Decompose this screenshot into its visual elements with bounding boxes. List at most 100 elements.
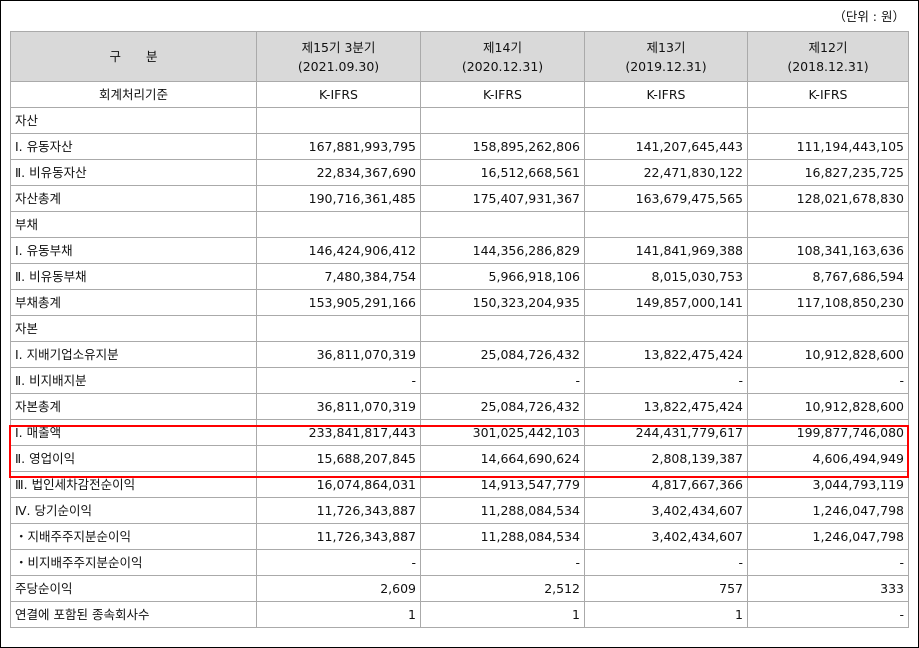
row-label: 부채 bbox=[10, 211, 257, 238]
cell-value: 1 bbox=[256, 601, 421, 628]
cell-value: 11,288,084,534 bbox=[420, 497, 585, 524]
cell-value: K-IFRS bbox=[256, 81, 421, 108]
cell-value: 25,084,726,432 bbox=[420, 341, 585, 368]
total-row: 부채총계 153,905,291,166 150,323,204,935 149,85… bbox=[10, 289, 909, 316]
table-row: Ⅰ. 지배기업소유지분 36,811,070,319 25,084,726,432 1… bbox=[10, 341, 909, 368]
period-name: 제14기 bbox=[483, 39, 522, 55]
cell-value: 1,246,047,798 bbox=[747, 523, 909, 550]
cell-value: 757 bbox=[584, 575, 748, 602]
section-row: 부채 bbox=[10, 211, 909, 238]
cell-value: 4,606,494,949 bbox=[747, 445, 909, 472]
cell-value: 2,609 bbox=[256, 575, 421, 602]
cell-value: K-IFRS bbox=[420, 81, 585, 108]
section-row: 자본 bbox=[10, 315, 909, 342]
cell-value: 13,822,475,424 bbox=[584, 341, 748, 368]
cell-value: K-IFRS bbox=[747, 81, 909, 108]
table-row: Ⅱ. 영업이익 15,688,207,845 14,664,690,624 2,808… bbox=[10, 445, 909, 472]
row-label: Ⅱ. 비유동부채 bbox=[10, 263, 257, 290]
cell-value: 199,877,746,080 bbox=[747, 419, 909, 446]
row-label: Ⅰ. 유동부채 bbox=[10, 237, 257, 264]
row-label: 부채총계 bbox=[10, 289, 257, 316]
table-row: Ⅲ. 법인세차감전순이익 16,074,864,031 14,913,547,779… bbox=[10, 471, 909, 498]
period-name: 제12기 bbox=[808, 39, 848, 55]
row-label: Ⅰ. 유동자산 bbox=[10, 133, 257, 160]
row-label: ・비지배주주지분순이익 bbox=[10, 549, 257, 576]
cell-value: 11,726,343,887 bbox=[256, 497, 421, 524]
accounting-standard-row: 회계처리기준 K-IFRS K-IFRS K-IFRS K-IFRS bbox=[10, 81, 909, 108]
cell-value: 1,246,047,798 bbox=[747, 497, 909, 524]
total-row: 자산총계 190,716,361,485 175,407,931,367 163,67… bbox=[10, 185, 909, 212]
period-date: (2018.12.31) bbox=[787, 58, 869, 74]
cell-value: 36,811,070,319 bbox=[256, 393, 421, 420]
table-row: Ⅱ. 비지배지분 - - - - bbox=[10, 367, 909, 394]
cell-value: - bbox=[256, 549, 421, 576]
cell-value: 1 bbox=[420, 601, 585, 628]
cell-value: 11,288,084,534 bbox=[420, 523, 585, 550]
row-label: Ⅰ. 매출액 bbox=[10, 419, 257, 446]
period-name: 제15기 3분기 bbox=[301, 39, 376, 55]
cell-value bbox=[420, 315, 585, 342]
cell-value bbox=[256, 315, 421, 342]
table-row: 주당순이익 2,609 2,512 757 333 bbox=[10, 575, 909, 602]
row-label: 자본 bbox=[10, 315, 257, 342]
cell-value: 117,108,850,230 bbox=[747, 289, 909, 316]
table-row: ・지배주주지분순이익 11,726,343,887 11,288,084,534 3,… bbox=[10, 523, 909, 550]
cell-value: 3,402,434,607 bbox=[584, 497, 748, 524]
cell-value bbox=[747, 315, 909, 342]
cell-value: 158,895,262,806 bbox=[420, 133, 585, 160]
header-period: 제13기 (2019.12.31) bbox=[584, 31, 748, 82]
cell-value: 167,881,993,795 bbox=[256, 133, 421, 160]
cell-value: 175,407,931,367 bbox=[420, 185, 585, 212]
cell-value: - bbox=[747, 549, 909, 576]
cell-value bbox=[584, 107, 748, 134]
row-label: 자산 bbox=[10, 107, 257, 134]
cell-value: - bbox=[584, 549, 748, 576]
cell-value: 7,480,384,754 bbox=[256, 263, 421, 290]
header-period: 제15기 3분기 (2021.09.30) bbox=[256, 31, 421, 82]
cell-value: 10,912,828,600 bbox=[747, 393, 909, 420]
cell-value: - bbox=[747, 601, 909, 628]
total-row: 자본총계 36,811,070,319 25,084,726,432 13,822,4… bbox=[10, 393, 909, 420]
cell-value: 141,841,969,388 bbox=[584, 237, 748, 264]
cell-value: 25,084,726,432 bbox=[420, 393, 585, 420]
cell-value: - bbox=[256, 367, 421, 394]
cell-value: 3,402,434,607 bbox=[584, 523, 748, 550]
cell-value: 16,827,235,725 bbox=[747, 159, 909, 186]
table-row: Ⅰ. 매출액 233,841,817,443 301,025,442,103 244,… bbox=[10, 419, 909, 446]
cell-value: 8,767,686,594 bbox=[747, 263, 909, 290]
cell-value: 3,044,793,119 bbox=[747, 471, 909, 498]
cell-value bbox=[584, 211, 748, 238]
cell-value: 190,716,361,485 bbox=[256, 185, 421, 212]
cell-value: - bbox=[420, 367, 585, 394]
cell-value: 16,512,668,561 bbox=[420, 159, 585, 186]
row-label: 주당순이익 bbox=[10, 575, 257, 602]
cell-value bbox=[256, 211, 421, 238]
cell-value: 150,323,204,935 bbox=[420, 289, 585, 316]
cell-value: 333 bbox=[747, 575, 909, 602]
cell-value: 13,822,475,424 bbox=[584, 393, 748, 420]
cell-value: 8,015,030,753 bbox=[584, 263, 748, 290]
cell-value bbox=[420, 211, 585, 238]
cell-value: 16,074,864,031 bbox=[256, 471, 421, 498]
cell-value: 301,025,442,103 bbox=[420, 419, 585, 446]
period-date: (2020.12.31) bbox=[461, 58, 544, 74]
cell-value bbox=[747, 107, 909, 134]
row-label: 연결에 포함된 종속회사수 bbox=[10, 601, 257, 628]
cell-value: 163,679,475,565 bbox=[584, 185, 748, 212]
cell-value: 149,857,000,141 bbox=[584, 289, 748, 316]
cell-value: - bbox=[420, 549, 585, 576]
cell-value: 233,841,817,443 bbox=[256, 419, 421, 446]
cell-value: 128,021,678,830 bbox=[747, 185, 909, 212]
row-label: Ⅲ. 법인세차감전순이익 bbox=[10, 471, 257, 498]
cell-value: 5,966,918,106 bbox=[420, 263, 585, 290]
cell-value bbox=[420, 107, 585, 134]
row-label: 자산총계 bbox=[10, 185, 257, 212]
cell-value: - bbox=[747, 367, 909, 394]
cell-value: 22,471,830,122 bbox=[584, 159, 748, 186]
cell-value: 108,341,163,636 bbox=[747, 237, 909, 264]
period-date: (2019.12.31) bbox=[625, 58, 707, 74]
cell-value: 2,512 bbox=[420, 575, 585, 602]
cell-value: 36,811,070,319 bbox=[256, 341, 421, 368]
row-label: Ⅳ. 당기순이익 bbox=[10, 497, 257, 524]
cell-value: 2,808,139,387 bbox=[584, 445, 748, 472]
